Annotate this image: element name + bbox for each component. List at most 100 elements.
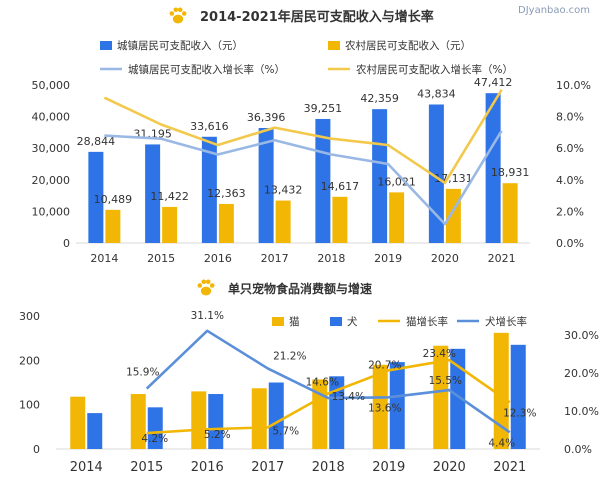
chart2-dog-growth-label: 15.9% (126, 367, 159, 379)
chart2-cat-growth-label: 20.7% (368, 359, 401, 371)
chart2-cat-bar (433, 345, 449, 449)
chart2-x-tick: 2021 (493, 460, 526, 475)
chart2-right-tick: 0.0% (564, 443, 592, 456)
chart2-title: 单只宠物食品消费额与增速 (228, 281, 372, 296)
chart1-rural-bar (502, 183, 518, 243)
chart2-cat-bar (251, 388, 267, 449)
chart2-right-tick: 20.0% (564, 367, 599, 380)
chart1-rural-label: 18,931 (491, 166, 530, 179)
chart1-rural-label: 16,021 (377, 175, 416, 188)
chart2-cat-growth-label: 23.4% (423, 348, 456, 360)
chart1-rural-label: 13,432 (264, 184, 303, 197)
chart1-x-tick: 2021 (488, 252, 516, 265)
chart1-rural-bar (445, 188, 461, 243)
chart1-x-tick: 2016 (204, 252, 232, 265)
chart2-legend-cat-swatch (272, 317, 284, 326)
chart1-left-tick: 30,000 (32, 142, 71, 155)
chart1-right-tick: 2.0% (556, 205, 584, 218)
chart1-rural-bar (162, 206, 178, 243)
chart1-urban-label: 42,359 (360, 92, 399, 105)
chart2-dog-growth-label: 13.6% (368, 402, 401, 414)
chart1-x-tick: 2017 (261, 252, 289, 265)
chart2-right-tick: 10.0% (564, 405, 599, 418)
chart1-right-tick: 10.0% (556, 79, 591, 92)
chart2-right-tick: 30.0% (564, 329, 599, 342)
chart2-dog-bar (147, 407, 163, 449)
chart1-legend-rural-growth-label: 农村居民可支配收入增长率（%） (356, 63, 513, 76)
paw-icon (169, 7, 187, 24)
chart2-cat-growth-label: 5.2% (204, 429, 231, 441)
chart1-rural-label: 12,363 (207, 187, 246, 200)
chart1-legend-urban-growth-label: 城镇居民可支配收入增长率（%） (128, 63, 285, 76)
chart1-urban-label: 47,412 (474, 76, 513, 89)
chart1-left-tick: 0 (63, 237, 70, 250)
chart2-legend-cat-growth-label: 猫增长率 (406, 315, 448, 328)
chart2-x-tick: 2016 (191, 460, 224, 475)
chart2-dog-bar (208, 394, 224, 449)
watermark-text: DJyanbao.com (518, 5, 590, 16)
chart2-dog-bar (450, 348, 466, 449)
chart1-rural-bar (389, 192, 405, 243)
chart1-right-tick: 4.0% (556, 174, 584, 187)
chart2-x-tick: 2020 (433, 460, 466, 475)
chart2-cat-growth-label: 4.2% (141, 433, 168, 445)
chart2-cat-bar (70, 396, 86, 449)
chart1-legend-urban-income-label: 城镇居民可支配收入（元） (117, 39, 243, 52)
chart2-left-tick: 300 (19, 310, 40, 323)
chart2-dog-bar (87, 413, 103, 449)
chart1-urban-label: 43,834 (417, 87, 456, 100)
chart1-rural-bar (105, 209, 121, 243)
chart1-legend-urban-income-swatch (100, 41, 112, 50)
chart1-urban-bar (258, 127, 274, 243)
chart2-cat-growth-label: 5.7% (272, 425, 299, 437)
chart2-cat-bar (191, 391, 207, 449)
chart2-x-tick: 2018 (312, 460, 345, 475)
chart2-left-tick: 0 (33, 443, 40, 456)
chart2-cat-bar (130, 394, 146, 449)
chart2-x-tick: 2017 (251, 460, 284, 475)
chart1-urban-bar (88, 151, 104, 243)
chart1-rural-bar (275, 200, 291, 243)
chart2-legend-dog-swatch (330, 317, 342, 326)
chart1-left-tick: 40,000 (32, 111, 71, 124)
chart2-dog-growth-label: 13.4% (332, 391, 365, 403)
chart2-cat-growth-label: 14.6% (306, 377, 339, 389)
chart1-right-tick: 8.0% (556, 111, 584, 124)
chart1-legend-rural-income-label: 农村居民可支配收入（元） (345, 39, 471, 52)
chart1-rural-bar (218, 203, 234, 243)
chart1-rural-growth-line (103, 89, 503, 185)
chart2-dog-growth-label: 4.4% (488, 437, 515, 449)
chart1-left-tick: 20,000 (32, 174, 71, 187)
chart1-rural-label: 10,489 (94, 193, 133, 206)
chart2-left-tick: 200 (19, 354, 40, 367)
chart2-dog-growth-label: 21.2% (273, 350, 306, 362)
chart1-urban-bar (201, 136, 217, 243)
chart1-x-tick: 2014 (90, 252, 118, 265)
chart1-x-tick: 2019 (374, 252, 402, 265)
chart1-left-tick: 50,000 (32, 79, 71, 92)
chart1-urban-bar (315, 118, 331, 243)
chart1-urban-growth-line (104, 130, 503, 226)
chart2-cat-bar (493, 332, 509, 449)
chart1-urban-bar (485, 93, 501, 244)
chart1-x-tick: 2020 (431, 252, 459, 265)
chart1-title: 2014-2021年居民可支配收入与增长率 (200, 9, 434, 25)
chart1-urban-bar (145, 144, 161, 243)
chart1-rural-label: 14,617 (321, 180, 360, 193)
chart2-legend-dog-growth-label: 犬增长率 (485, 315, 527, 328)
chart2-cat-bar (372, 364, 388, 449)
chart1-right-tick: 0.0% (556, 237, 584, 250)
chart2-cat-bar (312, 379, 328, 449)
chart1-urban-bar (428, 104, 444, 243)
chart2-x-tick: 2014 (70, 460, 103, 475)
chart2-legend-dog-label: 犬 (347, 315, 358, 328)
chart1-rural-label: 11,422 (150, 190, 189, 203)
chart2-dog-growth-label: 15.5% (429, 375, 462, 387)
chart1-urban-label: 36,396 (247, 111, 286, 124)
chart1-x-tick: 2015 (147, 252, 175, 265)
chart2-dog-growth-line (145, 329, 511, 434)
chart1-legend-rural-income-swatch (328, 41, 340, 50)
chart2-dog-bar (329, 376, 345, 449)
chart2-dog-bar (389, 362, 405, 449)
